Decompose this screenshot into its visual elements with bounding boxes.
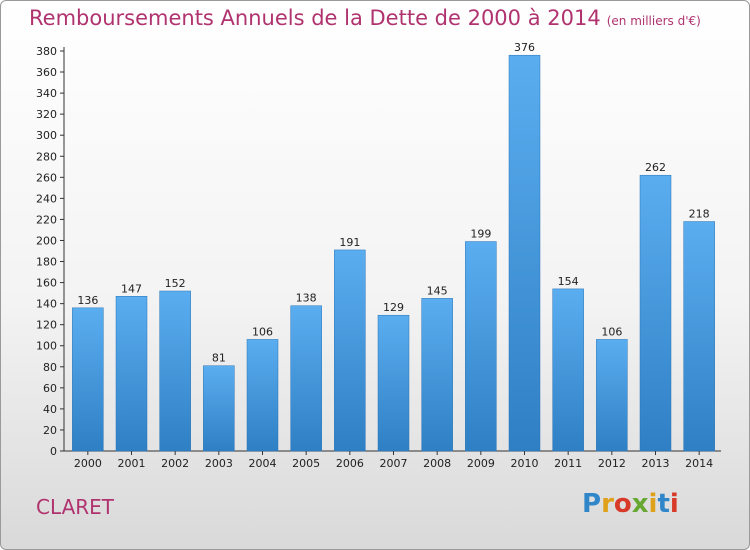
- y-tick-label: 160: [36, 277, 57, 290]
- y-tick-label: 80: [43, 361, 57, 374]
- town-name: CLARET: [36, 495, 114, 519]
- data-label: 152: [165, 277, 186, 290]
- data-label: 147: [121, 282, 142, 295]
- x-tick-label: 2009: [467, 457, 495, 470]
- axes: 0 20 40 60 80 100 120 140 160 180 200 220 240 260 280 3…: [36, 45, 721, 470]
- y-tick-label: 320: [36, 108, 57, 121]
- bar: [552, 288, 584, 452]
- data-label: 81: [212, 352, 226, 365]
- bar: [421, 298, 453, 452]
- bar: [72, 307, 104, 452]
- bars: [72, 54, 715, 452]
- y-tick-label: 0: [50, 445, 57, 458]
- bar: [596, 339, 628, 452]
- x-tick-label: 2007: [380, 457, 408, 470]
- y-tick-label: 380: [36, 45, 57, 58]
- bar: [115, 296, 148, 452]
- x-tick-label: 2014: [685, 457, 713, 470]
- y-tick-label: 340: [36, 87, 57, 100]
- chart-title: Remboursements Annuels de la Dette de 20…: [29, 6, 701, 30]
- proxiti-logo: Proxiti: [582, 489, 679, 519]
- data-label: 191: [339, 236, 360, 249]
- data-label: 218: [689, 208, 710, 221]
- y-tick-label: 60: [43, 382, 57, 395]
- x-tick-label: 2012: [598, 457, 626, 470]
- y-tick-label: 220: [36, 213, 57, 226]
- bar: [334, 249, 366, 452]
- bar: [203, 365, 235, 452]
- bar: [639, 174, 672, 452]
- data-label: 262: [645, 161, 666, 174]
- data-label: 138: [296, 292, 317, 305]
- data-label: 129: [383, 301, 404, 314]
- x-tick-label: 2011: [554, 457, 582, 470]
- data-label: 145: [427, 284, 448, 297]
- x-tick-label: 2004: [249, 457, 277, 470]
- y-tick-label: 300: [36, 129, 57, 142]
- chart-subtitle: (en milliers d'€): [606, 14, 701, 28]
- y-tick-label: 120: [36, 319, 57, 332]
- x-tick-label: 2013: [642, 457, 670, 470]
- x-tick-label: 2002: [161, 457, 189, 470]
- data-label: 154: [558, 275, 579, 288]
- bar: [377, 314, 410, 452]
- y-tick-label: 180: [36, 256, 57, 269]
- x-tick-label: 2006: [336, 457, 364, 470]
- data-label: 376: [514, 41, 535, 54]
- x-tick-label: 2010: [511, 457, 539, 470]
- bar: [246, 339, 279, 452]
- bar: [290, 305, 322, 452]
- bar: [683, 221, 715, 452]
- y-tick-label: 200: [36, 234, 57, 247]
- y-tick-label: 100: [36, 340, 57, 353]
- y-tick-label: 240: [36, 192, 57, 205]
- data-label: 106: [601, 325, 622, 338]
- y-tick-label: 20: [43, 424, 57, 437]
- data-label: 106: [252, 325, 273, 338]
- y-tick-label: 40: [43, 403, 57, 416]
- y-tick-label: 260: [36, 171, 57, 184]
- bar: [465, 241, 497, 452]
- value-labels: 136 147 152 81 106 138 191 129 145 199 376 154 106 26…: [77, 41, 709, 365]
- bar: [508, 54, 541, 452]
- x-tick-label: 2001: [118, 457, 146, 470]
- data-label: 199: [470, 228, 491, 241]
- y-tick-label: 140: [36, 298, 57, 311]
- x-tick-label: 2003: [205, 457, 233, 470]
- x-tick-label: 2000: [74, 457, 102, 470]
- x-tick-label: 2008: [423, 457, 451, 470]
- y-tick-label: 360: [36, 66, 57, 79]
- data-label: 136: [77, 294, 98, 307]
- y-tick-label: 280: [36, 150, 57, 163]
- x-tick-label: 2005: [292, 457, 320, 470]
- bar: [159, 290, 191, 452]
